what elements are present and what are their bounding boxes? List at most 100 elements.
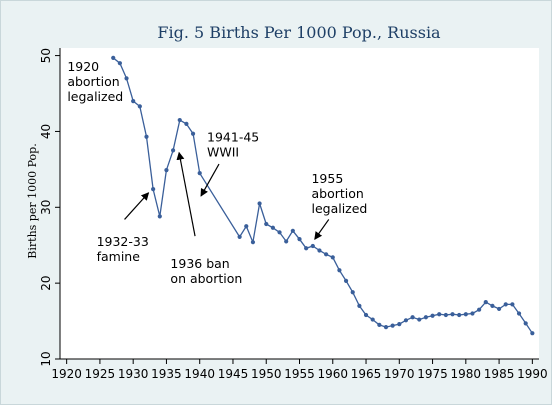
data-point [164, 168, 169, 173]
annotation-line: 1932-33 [97, 234, 149, 249]
data-point [324, 252, 329, 257]
data-point [124, 76, 129, 81]
x-tick-label: 1945 [218, 367, 249, 381]
data-point [157, 214, 162, 219]
data-point [297, 237, 302, 242]
y-tick-label: 10 [39, 351, 53, 366]
data-point [470, 311, 475, 316]
annotation-arrow [124, 192, 150, 220]
annotation-text: 1932-33 famine [97, 234, 149, 264]
x-tick-label: 1950 [251, 367, 282, 381]
annotation-arrow [200, 163, 220, 197]
data-point [357, 303, 362, 309]
data-point [477, 307, 482, 312]
x-tick-label: 1930 [118, 367, 149, 381]
annotation-line: WWII [207, 144, 239, 159]
x-tick-label: 1960 [317, 367, 348, 381]
data-point [290, 228, 295, 233]
x-tick-label: 1935 [151, 367, 182, 381]
data-point [503, 302, 508, 307]
data-point [264, 221, 269, 227]
data-point [170, 148, 176, 153]
data-point [237, 234, 242, 239]
data-point [390, 323, 395, 328]
data-point [137, 104, 142, 109]
y-tick-label: 20 [39, 276, 53, 291]
data-point [450, 312, 455, 317]
annotation-line: abortion [67, 74, 119, 89]
annotation-arrow [314, 219, 330, 240]
data-point [530, 331, 535, 336]
annotation-line: on abortion [170, 271, 242, 286]
x-tick-label: 1975 [417, 367, 448, 381]
x-tick-label: 1980 [451, 367, 482, 381]
data-point [111, 55, 116, 60]
data-point [463, 312, 468, 317]
annotation-text: 1941-45 WWII [207, 129, 259, 159]
annotation-line: 1920 [67, 59, 99, 74]
annotation-line: famine [97, 249, 141, 264]
data-point [437, 312, 442, 317]
data-point [496, 306, 502, 312]
annotation-line: 1955 [311, 171, 343, 186]
y-tick-label: 30 [39, 200, 53, 215]
data-point [177, 117, 182, 123]
annotation-text: 1920 abortion legalized [67, 59, 123, 104]
data-point [403, 318, 409, 323]
data-point [443, 312, 448, 318]
y-tick-label: 50 [39, 48, 53, 63]
data-point [257, 201, 262, 206]
x-tick-label: 1970 [384, 367, 415, 381]
annotation-text: 1936 ban on abortion [170, 256, 242, 286]
data-point [430, 313, 435, 318]
data-point [317, 248, 322, 253]
data-point [423, 315, 429, 320]
data-point [483, 300, 488, 305]
data-point [417, 317, 422, 322]
x-tick-label: 1940 [184, 367, 215, 381]
y-tick-label: 40 [39, 124, 53, 139]
data-point [197, 171, 202, 176]
x-tick-label: 1965 [351, 367, 382, 381]
data-point [350, 290, 355, 295]
x-tick-label: 1985 [484, 367, 515, 381]
annotation-line: 1941-45 [207, 129, 259, 144]
data-point [284, 239, 289, 244]
data-point [337, 268, 342, 273]
axes: 1920 1925 1930 1935 1940 1945 1950 1955 1960 1965… [39, 48, 548, 381]
annotation-arrow [176, 151, 196, 237]
data-point [510, 302, 515, 307]
data-point [370, 317, 375, 322]
annotation-line: 1936 ban [170, 256, 229, 271]
x-tick-label: 1955 [284, 367, 315, 381]
data-point [310, 243, 315, 249]
data-point [117, 61, 122, 66]
data-point [131, 98, 136, 104]
data-point [184, 121, 189, 126]
annotation-line: abortion [311, 186, 363, 201]
data-point [144, 134, 149, 139]
y-axis-label: Births per 1000 Pop. [26, 143, 39, 258]
data-point [383, 325, 389, 330]
data-point [190, 131, 196, 136]
data-point [250, 240, 256, 245]
data-point [244, 224, 249, 229]
data-point [343, 278, 349, 283]
data-point [397, 322, 402, 327]
data-point [330, 255, 335, 260]
annotation-line: legalized [311, 201, 367, 216]
x-tick-label: 1920 [51, 367, 82, 381]
series-layer [111, 55, 535, 336]
data-point [270, 225, 275, 230]
chart-title: Fig. 5 Births Per 1000 Pop., Russia [157, 23, 441, 42]
data-point [523, 321, 528, 326]
annotation-line: legalized [67, 89, 123, 104]
x-tick-label: 1925 [85, 367, 116, 381]
annotation-text: 1955 abortion legalized [311, 171, 367, 216]
data-point [377, 322, 382, 327]
data-point [516, 311, 522, 316]
data-point [490, 303, 495, 309]
